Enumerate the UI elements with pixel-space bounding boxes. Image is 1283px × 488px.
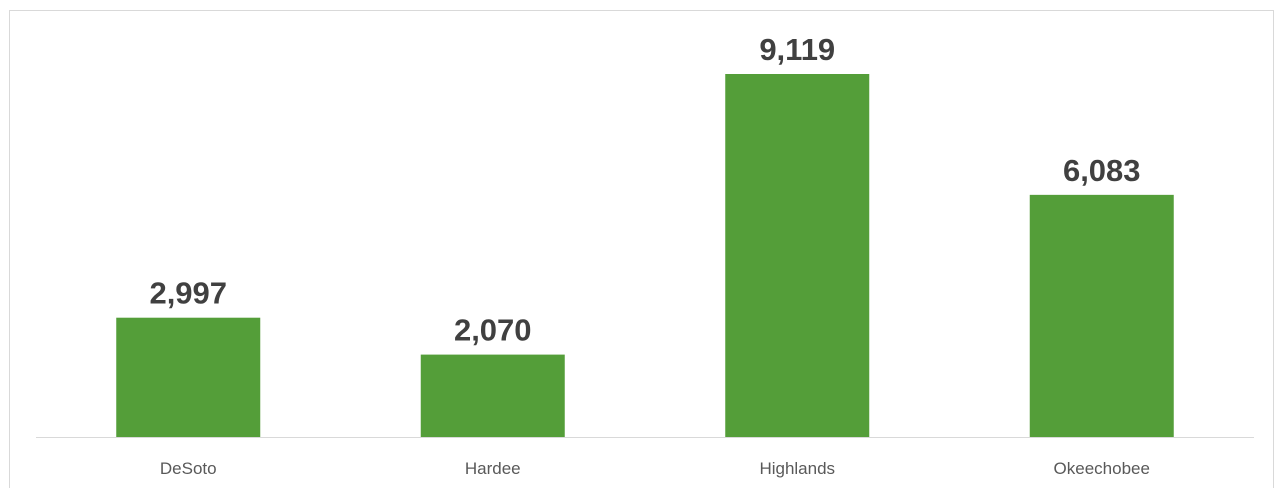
bar	[420, 354, 565, 437]
x-tick-label: Highlands	[759, 459, 835, 478]
bar	[725, 74, 870, 437]
x-tick-label: Hardee	[465, 459, 521, 478]
x-tick-label: DeSoto	[160, 459, 217, 478]
x-tick-label: Okeechobee	[1054, 459, 1150, 478]
data-label: 6,083	[1063, 153, 1141, 188]
data-label: 2,997	[149, 276, 227, 311]
bar	[116, 317, 261, 437]
bar	[1029, 194, 1174, 437]
data-label: 9,119	[759, 32, 835, 67]
data-label: 2,070	[454, 313, 532, 348]
